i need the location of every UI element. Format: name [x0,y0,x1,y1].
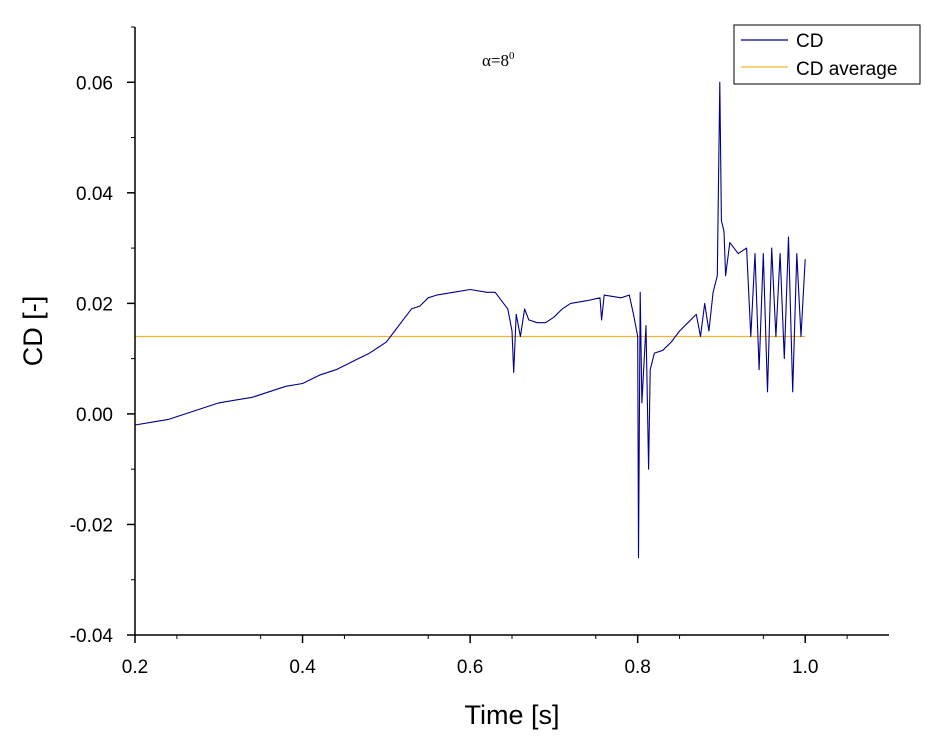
alpha-annotation: α=80 [482,50,515,70]
x-tick-label: 0.8 [624,657,650,678]
y-tick-label: -0.04 [70,626,114,647]
ticks-group: 0.2 0.4 0.6 0.8 1.0 -0.04 -0.02 0.00 0.02 0.04 0.0… [70,26,848,678]
x-tick-label: 1.0 [792,657,818,678]
series-line-cd [134,81,806,559]
y-tick-label: 0.06 [76,73,113,94]
series-group [134,81,806,559]
legend-box [733,24,921,85]
y-tick-label: 0.04 [76,184,113,205]
x-tick-label: 0.6 [457,657,483,678]
alpha-annotation-base: α=8 [482,51,509,70]
alpha-annotation-sup: 0 [509,50,515,62]
y-axis-title: CD [-] [18,296,48,367]
y-tick-label: -0.02 [70,515,113,536]
legend-label-cd: CD [796,31,823,52]
y-tick-label: 0.02 [76,294,113,315]
x-tick-label: 0.4 [289,657,316,678]
legend-label-cd-average: CD average [796,59,897,80]
x-axis-title: Time [s] [464,700,559,730]
legend: CD CD average [733,24,921,85]
y-tick-label: 0.00 [76,405,113,426]
x-tick-label: 0.2 [122,657,148,678]
